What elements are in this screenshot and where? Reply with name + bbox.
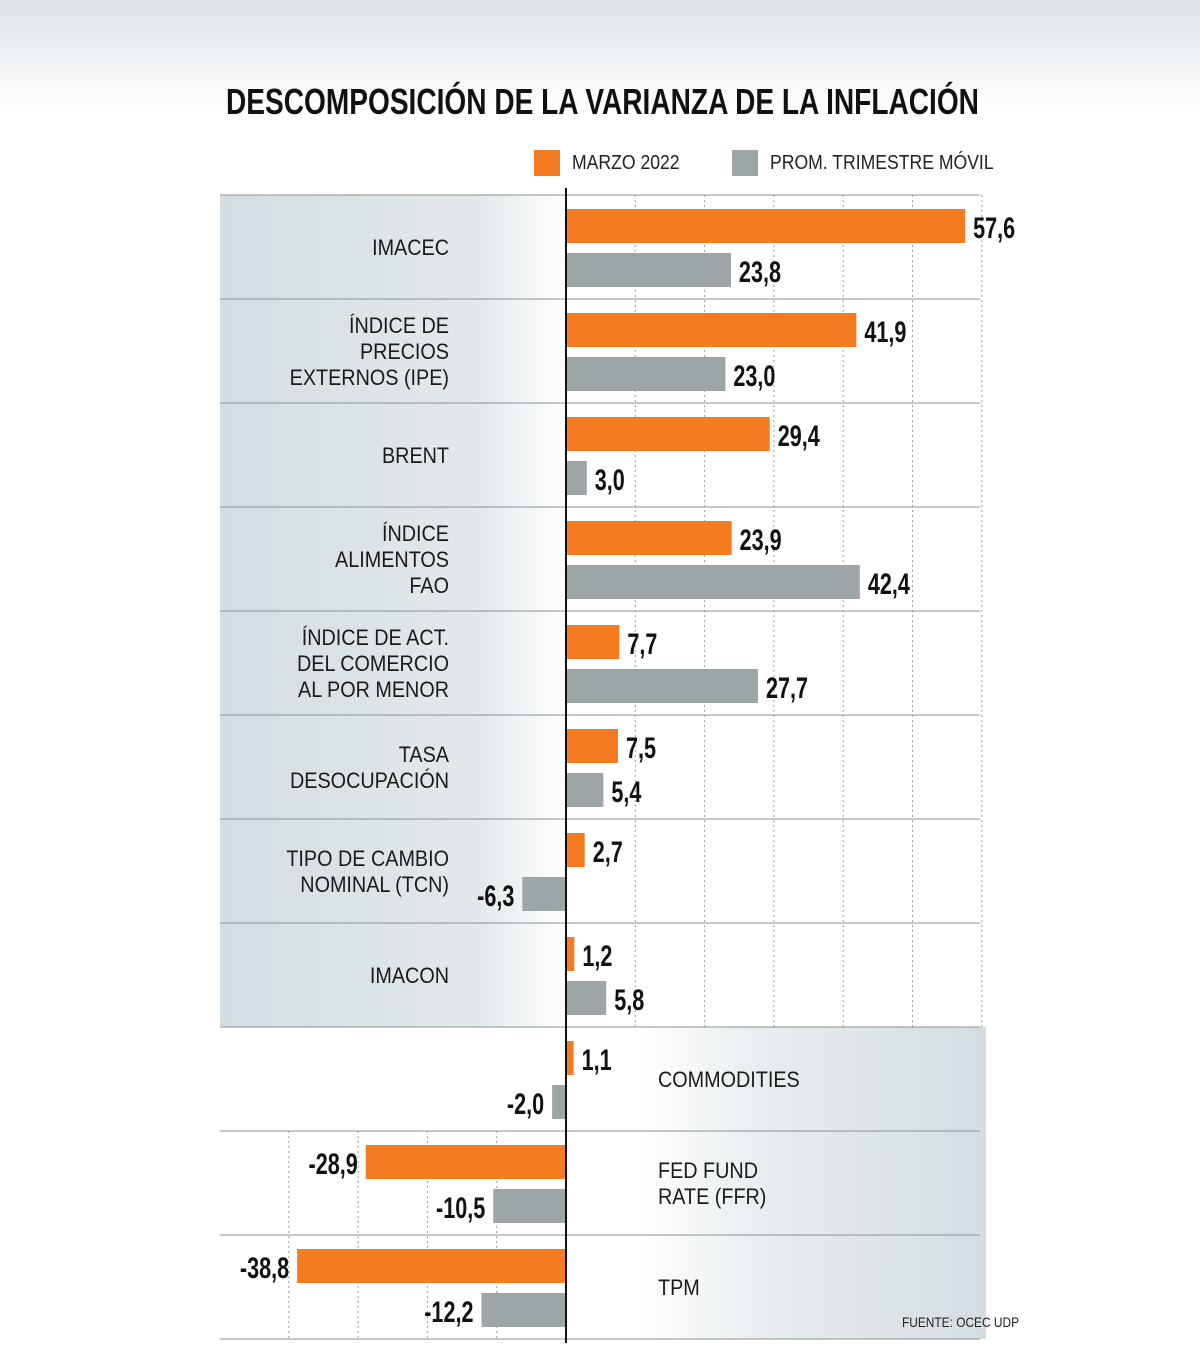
data-label: -38,8 — [240, 1250, 289, 1284]
bar-march — [566, 521, 732, 555]
bar-march — [566, 1041, 574, 1075]
data-label: 3,0 — [595, 462, 625, 496]
data-label: 42,4 — [868, 566, 910, 600]
category-label: COMMODITIES — [658, 1068, 800, 1092]
bar-march — [566, 833, 585, 867]
bar-march — [566, 417, 770, 451]
data-label: 29,4 — [778, 418, 820, 452]
data-label: 23,9 — [740, 522, 782, 556]
bar-avg — [522, 877, 566, 911]
data-label: 2,7 — [593, 834, 623, 868]
category-label: IMACON — [370, 964, 449, 988]
category-label: AL POR MENOR — [298, 678, 449, 702]
data-label: 23,0 — [733, 358, 775, 392]
data-label: 1,2 — [582, 938, 612, 972]
legend-item-avg: PROM. TRIMESTRE MÓVIL — [732, 150, 1024, 176]
legend-label-march: MARZO 2022 — [572, 151, 680, 174]
legend-item-march: MARZO 2022 — [534, 150, 694, 176]
bar-avg — [566, 981, 607, 1015]
category-label: RATE (FFR) — [658, 1185, 766, 1209]
bar-avg — [566, 461, 587, 495]
category-label: FED FUND — [658, 1159, 758, 1183]
source-note: FUENTE: OCEC UDP — [902, 1314, 1020, 1330]
category-label: NOMINAL (TCN) — [300, 873, 449, 897]
data-label: 41,9 — [864, 314, 906, 348]
data-label: 23,8 — [739, 254, 781, 288]
bar-avg — [566, 669, 758, 703]
bar-avg — [481, 1293, 566, 1327]
data-label: -28,9 — [309, 1146, 358, 1180]
data-label: 27,7 — [766, 670, 808, 704]
bar-march — [566, 313, 857, 347]
bar-march — [566, 937, 575, 971]
bar-avg — [493, 1189, 566, 1223]
category-label: TIPO DE CAMBIO — [286, 847, 449, 871]
bar-avg — [566, 565, 860, 599]
category-label: TPM — [658, 1276, 700, 1300]
chart-title: DESCOMPOSICIÓN DE LA VARIANZA DE LA INFL… — [226, 81, 979, 122]
data-label: -12,2 — [424, 1294, 473, 1328]
bar-march — [365, 1145, 566, 1179]
category-label: EXTERNOS (IPE) — [290, 366, 449, 390]
data-label: 1,1 — [582, 1042, 612, 1076]
category-label: BRENT — [382, 444, 449, 468]
data-label: -2,0 — [507, 1086, 544, 1120]
data-label: -6,3 — [477, 878, 514, 912]
bar-march — [566, 729, 618, 763]
category-label: ÍNDICE — [382, 522, 449, 546]
bar-avg — [552, 1085, 566, 1119]
bar-avg — [566, 253, 731, 287]
data-label: 5,4 — [611, 774, 641, 808]
category-label: DESOCUPACIÓN — [290, 769, 449, 793]
label-band-right — [640, 1027, 986, 1339]
bar-avg — [566, 773, 604, 807]
data-label: -10,5 — [436, 1190, 485, 1224]
category-label: PRECIOS — [360, 340, 449, 364]
bar-march — [566, 209, 966, 243]
category-label: ALIMENTOS — [335, 548, 449, 572]
category-label: FAO — [409, 574, 449, 598]
category-label: ÍNDICE DE ACT. — [302, 626, 449, 650]
category-label: IMACEC — [372, 236, 449, 260]
bar-march — [297, 1249, 566, 1283]
data-label: 7,7 — [627, 626, 657, 660]
category-label: ÍNDICE DE — [349, 314, 449, 338]
legend-label-avg: PROM. TRIMESTRE MÓVIL — [770, 151, 994, 174]
legend-swatch-march — [534, 150, 560, 176]
bar-march — [566, 625, 620, 659]
legend-swatch-avg — [732, 150, 758, 176]
data-label: 57,6 — [973, 210, 1015, 244]
top-background-band — [0, 0, 1200, 110]
data-label: 7,5 — [626, 730, 656, 764]
bar-avg — [566, 357, 726, 391]
category-label: TASA — [399, 743, 449, 767]
category-label: DEL COMERCIO — [297, 652, 449, 676]
data-label: 5,8 — [614, 982, 644, 1016]
